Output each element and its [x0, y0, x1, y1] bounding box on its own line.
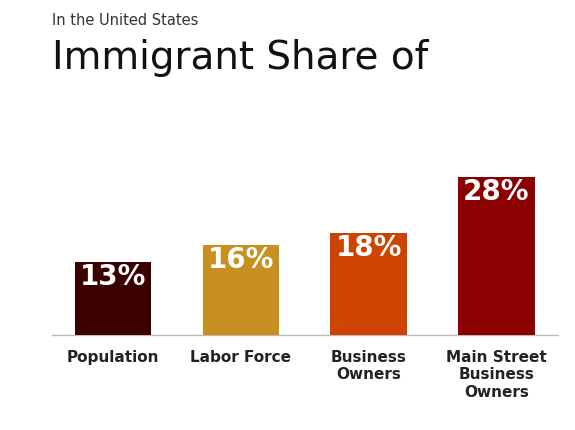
Text: 16%: 16% [208, 245, 274, 273]
Text: 28%: 28% [463, 178, 530, 206]
Bar [75, 262, 151, 335]
Text: 18%: 18% [335, 234, 402, 262]
Bar [458, 177, 535, 335]
Bar [330, 234, 407, 335]
Text: Immigrant Share of: Immigrant Share of [52, 39, 428, 77]
Text: 13%: 13% [80, 262, 146, 290]
Text: In the United States: In the United States [52, 13, 198, 28]
Bar [202, 245, 279, 335]
